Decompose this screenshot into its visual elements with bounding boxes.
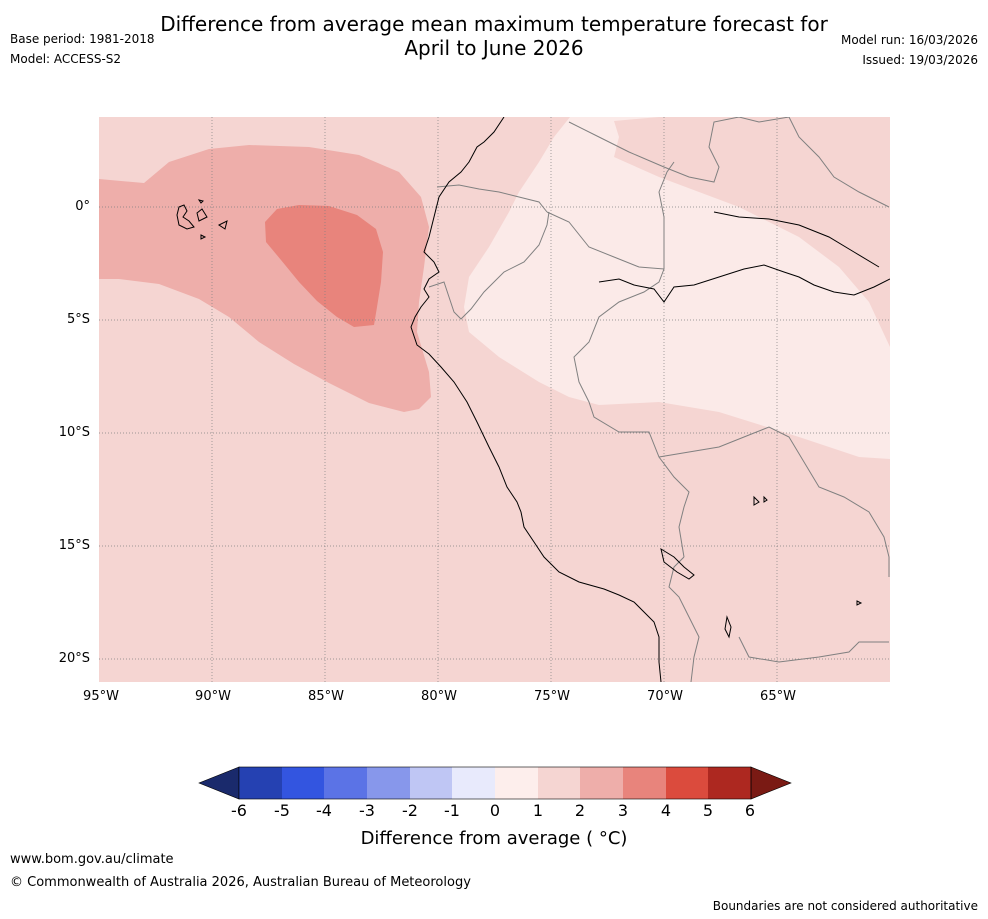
title-line-2: April to June 2026 [404, 36, 584, 60]
lat-label-5s: 5°S [66, 312, 90, 327]
colorbar-segment [452, 767, 495, 799]
lon-label-95w: 95°W [83, 689, 119, 704]
border-ecuador-peru [428, 211, 550, 320]
lake-minor [724, 495, 863, 639]
border-bolivia-brazil [658, 426, 890, 577]
lon-label-70w: 70°W [647, 689, 683, 704]
colorbar-under-arrow [198, 766, 240, 800]
colorbar-segment [367, 767, 410, 799]
border-colombia-ecuador [436, 184, 548, 213]
colorbar-segment [623, 767, 666, 799]
colorbar-segment [708, 767, 751, 799]
cbar-tick: -2 [402, 801, 418, 820]
lon-label-90w: 90°W [195, 689, 231, 704]
cbar-tick: 1 [532, 801, 544, 820]
rio-negro [713, 211, 880, 268]
model-run-text: Model run: 16/03/2026 [840, 33, 978, 47]
footer-disclaimer: Boundaries are not considered authoritat… [712, 899, 978, 913]
issued-text: Issued: 19/03/2026 [862, 53, 978, 67]
colorbar-segment [666, 767, 708, 799]
border-peru-bolivia [668, 556, 700, 682]
cbar-tick: -6 [231, 801, 247, 820]
colorbar-segment [580, 767, 623, 799]
chart-title: Difference from average mean maximum tem… [0, 12, 988, 60]
model-text: Model: ACCESS-S2 [10, 52, 122, 66]
shade-0-1-region [464, 117, 890, 459]
colorbar-segment [282, 767, 324, 799]
cbar-tick: 5 [702, 801, 714, 820]
cbar-tick: -3 [359, 801, 375, 820]
lon-label-75w: 75°W [534, 689, 570, 704]
cbar-tick: 2 [574, 801, 586, 820]
lat-label-15s: 15°S [58, 538, 90, 553]
colorbar-segment [324, 767, 367, 799]
lat-label-10s: 10°S [58, 425, 90, 440]
meta-right: Model run: 16/03/2026 Issued: 19/03/2026 [841, 30, 978, 70]
cbar-tick: -4 [316, 801, 332, 820]
colorbar-title: Difference from average ( °C) [360, 828, 628, 849]
title-line-1: Difference from average mean maximum tem… [160, 12, 828, 36]
lat-label-20s: 20°S [58, 651, 90, 666]
border-venezuela [568, 117, 790, 183]
shade-2-3-region [99, 145, 431, 412]
colorbar-segment [410, 767, 452, 799]
meta-left: Base period: 1981-2018 Model: ACCESS-S2 [10, 29, 155, 69]
cbar-tick: 0 [489, 801, 501, 820]
colorbar-segment [239, 767, 282, 799]
cbar-tick: -1 [444, 801, 460, 820]
lon-label-80w: 80°W [421, 689, 457, 704]
lon-label-65w: 65°W [760, 689, 796, 704]
colorbar-segment [495, 767, 538, 799]
border-bolivia-paraguay [738, 636, 889, 663]
lon-label-85w: 85°W [308, 689, 344, 704]
shade-3-4-region [265, 205, 383, 327]
base-period-text: Base period: 1981-2018 [10, 32, 155, 46]
colorbar-segment [538, 767, 580, 799]
colorbar [198, 766, 792, 800]
cbar-tick: -5 [274, 801, 290, 820]
forecast-map [99, 117, 890, 682]
lat-label-0: 0° [75, 199, 90, 214]
border-guyana [788, 117, 890, 208]
cbar-tick: 3 [617, 801, 629, 820]
coastline [410, 117, 662, 682]
border-peru-brazil [573, 268, 690, 558]
cbar-tick: 4 [660, 801, 672, 820]
colorbar-over-arrow [750, 766, 792, 800]
footer-url[interactable]: www.bom.gov.au/climate [10, 852, 174, 867]
border-colombia-brazil [546, 161, 675, 270]
footer-copyright: © Commonwealth of Australia 2026, Austra… [10, 875, 471, 890]
cbar-tick: 6 [744, 801, 756, 820]
lake-titicaca [660, 547, 695, 580]
amazon-river [598, 264, 890, 303]
galapagos-islands [176, 199, 228, 240]
